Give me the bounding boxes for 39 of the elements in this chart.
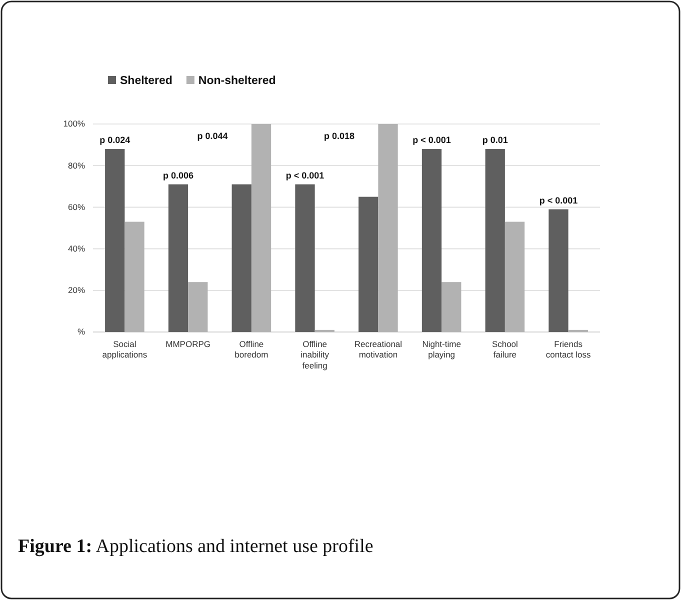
bar — [124, 222, 144, 332]
x-tick-label: MMPORPG — [166, 339, 210, 350]
bar — [358, 196, 378, 332]
legend-label: Sheltered — [120, 75, 172, 87]
x-tick-label: Recreational motivation — [354, 339, 402, 360]
annotation: p 0.024 — [100, 134, 130, 145]
x-tick-label: Offline inability feeling — [300, 339, 330, 370]
y-tick-label: % — [77, 326, 86, 337]
y-tick-label: 60% — [68, 202, 86, 212]
bar — [295, 184, 315, 332]
x-tick-label: Offline boredom — [234, 339, 268, 360]
y-tick-label: 100% — [63, 118, 86, 129]
bar — [251, 124, 272, 332]
y-tick-label: 80% — [68, 160, 86, 170]
bar — [105, 148, 125, 332]
bar — [442, 282, 462, 332]
y-tick-label: 40% — [68, 244, 86, 254]
x-tick-label: Friends contact loss — [546, 339, 591, 360]
annotation: p < 0.001 — [539, 195, 578, 206]
annotation: p 0.044 — [197, 131, 228, 141]
annotation: p 0.006 — [162, 170, 194, 180]
bar — [378, 124, 398, 332]
bar — [504, 222, 525, 332]
bar — [232, 184, 252, 332]
x-tick-label: Social applications — [102, 339, 148, 360]
annotation: p 0.018 — [324, 131, 355, 141]
annotation: p 0.01 — [482, 134, 508, 145]
bar — [485, 148, 505, 332]
annotation: p < 0.001 — [412, 134, 451, 145]
text: Figure 1: Applications and internet use profile — [18, 536, 374, 557]
x-tick-label: Night-time playing — [422, 339, 462, 360]
y-tick-label: 20% — [68, 285, 86, 296]
bar — [422, 148, 442, 332]
annotation: p < 0.001 — [286, 170, 324, 180]
bar — [188, 282, 208, 332]
legend-label: Non-sheltered — [198, 75, 276, 87]
x-tick-label: School failure — [492, 339, 518, 360]
bar — [168, 184, 188, 332]
bar — [548, 209, 568, 332]
